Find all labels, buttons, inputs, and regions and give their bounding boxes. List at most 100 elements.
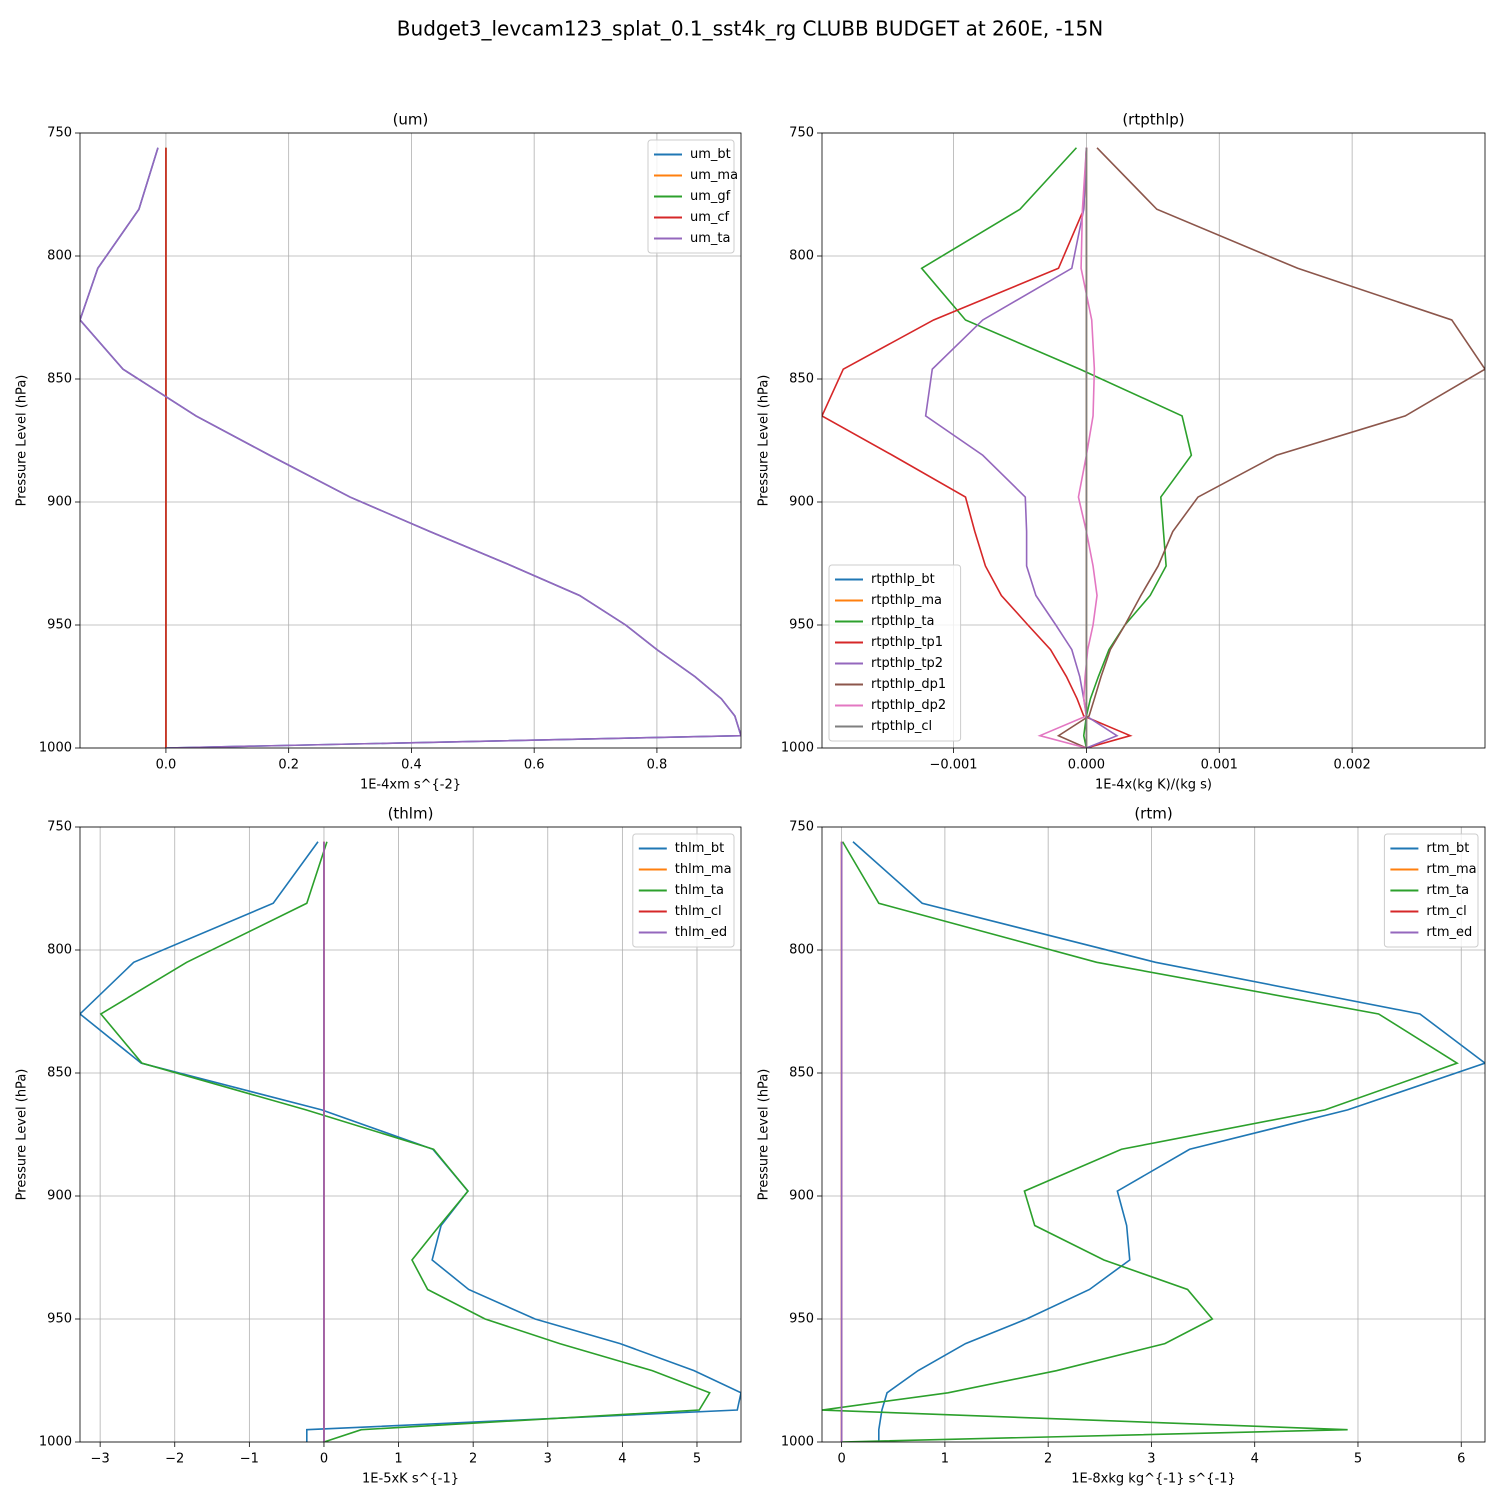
y-tick-label: 1000 [39,741,72,756]
x-axis-label: 1E-8xkg kg^{-1} s^{-1} [1071,1472,1236,1487]
y-tick-label: 950 [47,618,72,633]
x-axis-label: 1E-4xm s^{-2} [360,778,461,793]
y-tick-label: 1000 [39,1435,72,1450]
series-line [822,147,1133,748]
legend: um_bt um_ma um_gf um_cf um_ta [647,139,738,254]
legend-label: rtm_bt [1426,841,1469,856]
subplot-title: (um) [393,111,429,129]
series-line [80,147,741,748]
y-tick-label: 950 [47,1312,72,1327]
x-tick-label: 2 [1044,1452,1052,1467]
subplot: 0.0 0.2 0.4 0.6 0.8 750 800 850 900 950 1000 (um) 1E… [15,111,742,793]
axes-frame [821,132,1486,749]
x-tick-label: 4 [618,1452,626,1467]
x-tick-label: 0.2 [278,758,299,773]
y-tick-label: 850 [47,372,72,387]
x-tick-label: 4 [1251,1452,1259,1467]
y-tick-label: 900 [789,1189,814,1204]
legend-label: rtpthlp_tp2 [871,656,943,671]
figure-title: Budget3_levcam123_splat_0.1_sst4k_rg CLU… [397,17,1103,41]
y-tick-label: 800 [789,943,814,958]
x-tick-label: 0.000 [1068,758,1105,773]
subplot-title: (rtpthlp) [1122,111,1184,129]
legend-box [632,833,735,948]
x-tick-label: 5 [1354,1452,1362,1467]
y-tick-label: 900 [47,1189,72,1204]
x-tick-label: −3 [91,1452,110,1467]
x-tick-label: 0.6 [524,758,545,773]
legend-label: rtpthlp_ma [871,593,942,608]
x-tick-label: 0.002 [1334,758,1371,773]
x-tick-label: −0.001 [929,758,977,773]
subplot: −0.001 0.000 0.001 0.002 750 800 850 900 950 1000… [757,111,1486,793]
legend-label: thlm_bt [675,841,724,856]
y-tick-label: 850 [789,372,814,387]
legend-label: um_ta [690,231,730,246]
legend-box [828,564,962,742]
x-tick-label: 1 [941,1452,949,1467]
y-tick-label: 1000 [781,741,814,756]
x-tick-label: 0.001 [1201,758,1238,773]
legend: thlm_bt thlm_ma thlm_ta thlm_cl thlm_ed [632,833,735,948]
series-line [99,841,711,1442]
legend-label: um_gf [690,189,731,204]
legend-label: rtpthlp_dp2 [871,698,946,713]
x-tick-label: 0 [320,1452,328,1467]
legend-box [647,139,735,254]
y-tick-label: 900 [47,495,72,510]
legend-label: thlm_ta [675,883,724,898]
legend-label: rtm_ta [1426,883,1469,898]
legend-label: um_cf [690,210,730,225]
subplot: 0 1 2 3 4 5 6 750 800 850 900 950 1000 (rtm) 1E-8xkg k… [757,805,1486,1487]
y-axis-label: Pressure Level (hPa) [757,1069,772,1201]
x-tick-label: 3 [544,1452,552,1467]
y-tick-label: 950 [789,618,814,633]
legend-label: um_bt [690,147,731,162]
legend-box [1383,833,1479,948]
legend-label: thlm_ma [675,862,732,877]
subplot-title: (rtm) [1134,805,1172,823]
series-line [852,841,1485,1442]
x-tick-label: 3 [1147,1452,1155,1467]
legend-label: thlm_cl [675,904,722,919]
axes-frame [79,826,742,1443]
y-axis-label: Pressure Level (hPa) [757,375,772,507]
legend-label: rtpthlp_cl [871,719,932,734]
y-tick-label: 800 [47,943,72,958]
x-axis-label: 1E-4x(kg K)/(kg s) [1095,778,1212,793]
legend-label: um_ma [690,168,738,183]
legend-label: rtm_cl [1426,904,1466,919]
y-tick-label: 900 [789,495,814,510]
series-line [1056,147,1485,748]
legend-label: rtpthlp_dp1 [871,677,946,692]
y-tick-label: 850 [47,1066,72,1081]
x-tick-label: 2 [469,1452,477,1467]
y-tick-label: 750 [789,820,814,835]
y-tick-label: 950 [789,1312,814,1327]
y-tick-label: 850 [789,1066,814,1081]
legend-label: thlm_ed [675,925,727,940]
legend-label: rtpthlp_tp1 [871,635,943,650]
y-tick-label: 800 [789,249,814,264]
x-tick-label: 0.0 [156,758,177,773]
x-tick-label: 6 [1457,1452,1465,1467]
legend: rtm_bt rtm_ma rtm_ta rtm_cl rtm_ed [1383,833,1479,948]
subplot: −3 −2 −1 0 1 2 3 4 5 750 800 850 900 950 1000 (thlm) 1E-… [15,805,742,1487]
y-tick-label: 800 [47,249,72,264]
legend-label: rtpthlp_ta [871,614,934,629]
legend-label: rtpthlp_bt [871,572,935,587]
x-axis-label: 1E-5xK s^{-1} [362,1472,459,1487]
y-tick-label: 750 [47,126,72,141]
legend-label: rtm_ed [1426,925,1472,940]
legend: rtpthlp_bt rtpthlp_ma rtpthlp_ta rtpthlp_tp… [828,564,962,742]
y-tick-label: 1000 [781,1435,814,1450]
axes-frame [821,826,1486,1443]
series-line [1037,147,1098,748]
y-axis-label: Pressure Level (hPa) [15,375,30,507]
y-tick-label: 750 [789,126,814,141]
y-tick-label: 750 [47,820,72,835]
x-tick-label: 0 [837,1452,845,1467]
